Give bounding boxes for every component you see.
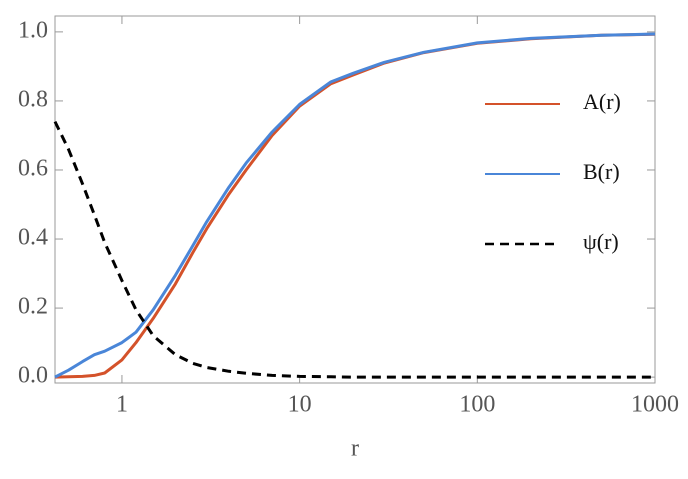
- legend-label: ψ(r): [583, 229, 619, 254]
- y-tick-label: 0.6: [18, 155, 48, 181]
- y-tick-label: 1.0: [18, 17, 48, 43]
- x-axis-label: r: [351, 436, 359, 462]
- series-line: [54, 32, 656, 379]
- legend-label: A(r): [583, 89, 621, 114]
- y-tick-label: 0.4: [18, 225, 48, 251]
- x-tick-label: 100: [459, 392, 495, 418]
- series-line: [54, 32, 656, 379]
- y-tick-label: 0.2: [18, 294, 48, 320]
- plot-frame: [54, 15, 656, 384]
- series-line: [53, 120, 655, 379]
- x-tick-label: 10: [288, 392, 312, 418]
- x-tick-label: 1: [116, 392, 128, 418]
- x-tick-label: 1000: [631, 392, 679, 418]
- y-tick-label: 0.8: [18, 86, 48, 112]
- legend-label: B(r): [583, 159, 620, 184]
- y-tick-label: 0.0: [18, 363, 48, 389]
